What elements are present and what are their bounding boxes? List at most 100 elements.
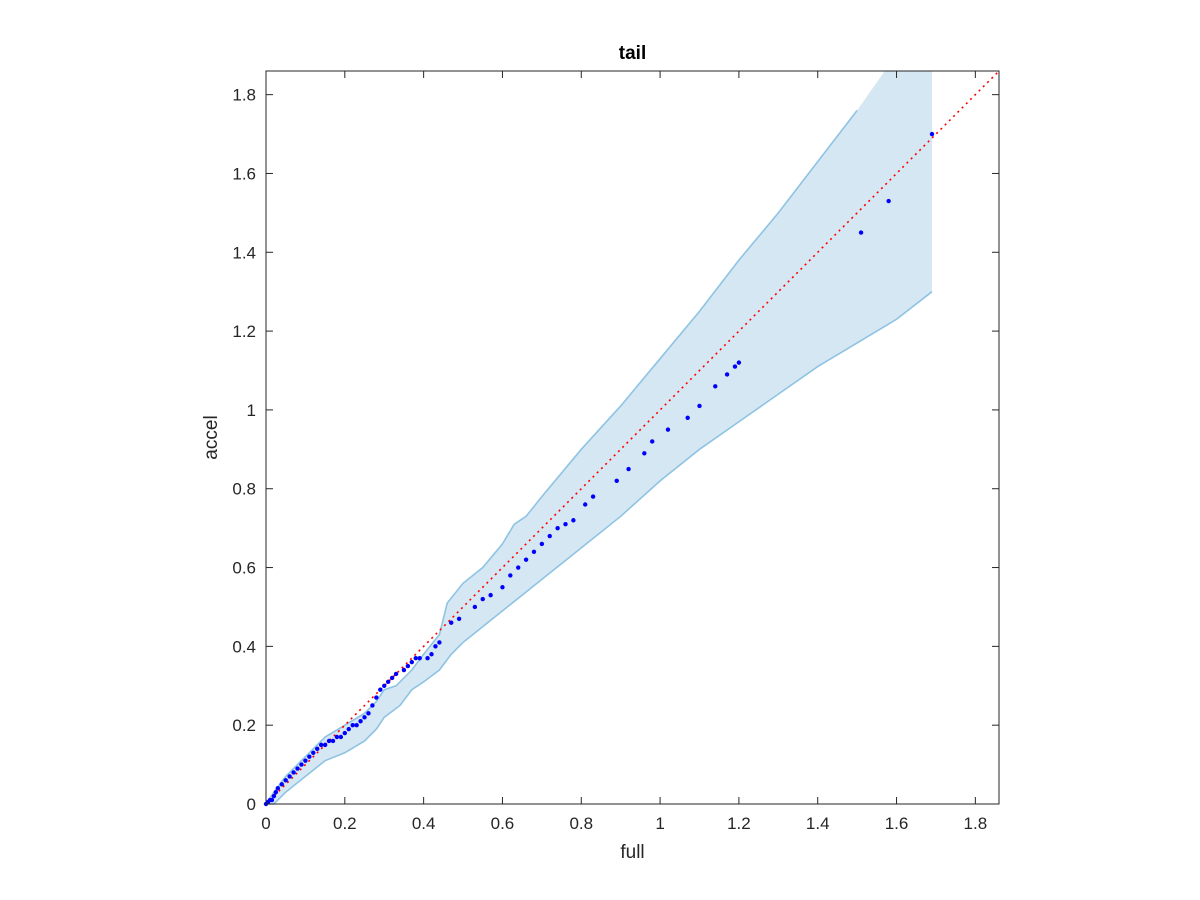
x-tick-label: 1	[655, 814, 664, 833]
data-point	[283, 778, 288, 783]
band-upper-edge	[265, 109, 858, 805]
x-tick-label: 0.6	[491, 814, 515, 833]
y-tick-label: 0	[247, 795, 256, 814]
data-point	[488, 592, 493, 598]
y-tick-label: 1.2	[232, 322, 256, 341]
data-point	[724, 372, 730, 377]
data-point	[350, 722, 355, 728]
data-point	[858, 230, 864, 235]
data-point	[389, 675, 395, 681]
y-tick-label: 0.8	[232, 480, 256, 499]
confidence-band	[265, 71, 933, 805]
data-point	[539, 541, 545, 547]
data-point	[713, 384, 718, 389]
data-point	[287, 774, 292, 779]
data-point	[307, 754, 312, 759]
x-tick-label: 0	[261, 814, 270, 833]
data-point	[685, 415, 690, 420]
data-point	[382, 683, 387, 688]
data-point	[433, 644, 438, 649]
data-point	[736, 360, 742, 365]
data-point	[291, 770, 296, 775]
data-point	[437, 640, 442, 645]
data-point	[571, 518, 576, 523]
data-point	[472, 604, 478, 610]
data-point	[500, 585, 505, 590]
data-point	[732, 364, 738, 369]
data-point	[393, 671, 399, 677]
data-point	[299, 762, 304, 767]
data-point	[583, 502, 588, 507]
data-point	[322, 742, 328, 748]
x-tick-label: 0.8	[569, 814, 593, 833]
data-point	[401, 667, 407, 673]
y-tick-label: 1.8	[232, 86, 256, 105]
y-tick-label: 1	[247, 401, 256, 420]
data-point	[886, 198, 891, 204]
ticks: 0 0.2 0.4 0.6 0.8 1 1.2 1.4 1.6 1.8 0 0.2 0.4 0.6 0.8 1…	[232, 71, 999, 833]
data-point	[303, 758, 308, 763]
data-point	[508, 573, 513, 578]
data-point	[358, 719, 363, 724]
data-point	[315, 746, 320, 752]
data-point	[642, 451, 647, 456]
data-point	[374, 695, 379, 700]
data-point	[330, 738, 336, 744]
data-point	[626, 466, 631, 472]
data-point	[370, 703, 375, 708]
y-tick-label: 0.2	[232, 716, 256, 735]
data-point	[273, 789, 279, 795]
data-point	[366, 711, 371, 716]
data-point	[275, 786, 281, 791]
data-point	[334, 734, 340, 740]
y-tick-label: 1.6	[232, 164, 256, 183]
data-point	[480, 596, 485, 602]
data-point	[409, 659, 415, 665]
data-point	[665, 427, 671, 432]
data-point	[271, 793, 277, 799]
data-point	[531, 549, 537, 554]
data-point	[354, 722, 359, 728]
data-point	[614, 478, 619, 484]
data-point	[405, 663, 411, 669]
x-tick-label: 1.4	[806, 814, 830, 833]
data-point	[523, 557, 529, 562]
data-point	[456, 616, 462, 621]
data-point	[429, 652, 434, 657]
data-point	[318, 742, 324, 748]
chart-title: tail	[619, 43, 646, 64]
x-tick-label: 0.2	[333, 814, 357, 833]
data-point	[590, 494, 596, 499]
data-point	[385, 679, 391, 685]
data-point	[362, 715, 367, 720]
data-point	[346, 726, 351, 732]
band-fill	[266, 71, 933, 804]
data-point	[425, 655, 430, 661]
data-points	[263, 131, 935, 807]
data-point	[326, 738, 332, 744]
x-tick-label: 1.8	[964, 814, 988, 833]
x-axis-label: full	[620, 842, 644, 863]
x-tick-label: 1.2	[727, 814, 751, 833]
data-point	[929, 131, 935, 137]
x-tick-label: 1.6	[885, 814, 909, 833]
data-point	[413, 655, 418, 661]
data-point	[378, 687, 383, 692]
band-lower-edge	[266, 291, 933, 805]
data-point	[547, 533, 552, 539]
data-point	[555, 525, 560, 531]
data-point	[697, 403, 702, 409]
data-point	[449, 620, 454, 625]
y-tick-label: 0.4	[232, 637, 256, 656]
x-tick-label: 0.4	[412, 814, 436, 833]
y-tick-label: 0.6	[232, 559, 256, 578]
y-axis-label: accel	[201, 415, 222, 459]
data-point	[417, 655, 422, 661]
data-point	[516, 565, 521, 570]
data-point	[342, 730, 348, 736]
axes-box	[265, 70, 1000, 805]
data-point	[563, 521, 568, 527]
data-point	[269, 797, 275, 803]
data-point	[338, 734, 344, 740]
